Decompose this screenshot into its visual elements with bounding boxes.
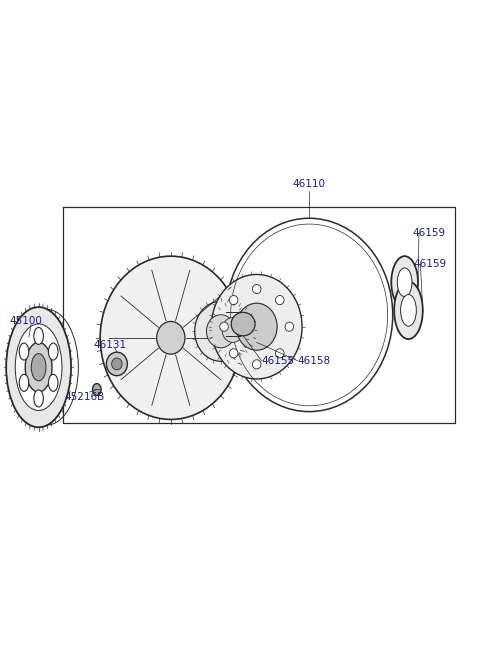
Ellipse shape <box>195 301 247 361</box>
Ellipse shape <box>211 274 302 379</box>
Text: 46155: 46155 <box>262 356 295 365</box>
Ellipse shape <box>276 295 284 304</box>
Ellipse shape <box>48 375 58 392</box>
Ellipse shape <box>206 315 235 348</box>
Ellipse shape <box>112 358 122 370</box>
Ellipse shape <box>222 318 243 342</box>
Text: 46159: 46159 <box>413 259 446 269</box>
Ellipse shape <box>31 354 46 381</box>
Text: 46158: 46158 <box>297 356 330 365</box>
Ellipse shape <box>231 312 255 336</box>
Ellipse shape <box>211 305 254 355</box>
Ellipse shape <box>34 327 43 344</box>
Ellipse shape <box>397 268 412 297</box>
Ellipse shape <box>285 322 294 331</box>
Ellipse shape <box>394 281 423 339</box>
Ellipse shape <box>19 343 29 360</box>
Ellipse shape <box>401 295 416 326</box>
Ellipse shape <box>6 307 71 427</box>
Ellipse shape <box>236 303 277 350</box>
Ellipse shape <box>229 349 238 358</box>
Text: 45216B: 45216B <box>65 392 105 402</box>
Ellipse shape <box>226 218 393 411</box>
Ellipse shape <box>48 343 58 360</box>
Ellipse shape <box>100 256 241 419</box>
Ellipse shape <box>107 352 127 376</box>
Ellipse shape <box>391 256 418 308</box>
Ellipse shape <box>25 342 52 392</box>
Ellipse shape <box>34 390 43 407</box>
Ellipse shape <box>229 295 238 304</box>
Ellipse shape <box>276 349 284 358</box>
Text: 46131: 46131 <box>94 340 127 350</box>
Ellipse shape <box>93 384 101 396</box>
Text: 46159: 46159 <box>412 228 445 238</box>
Ellipse shape <box>156 321 185 354</box>
Text: 46110: 46110 <box>293 179 326 190</box>
Ellipse shape <box>220 322 228 331</box>
Ellipse shape <box>15 324 62 411</box>
Text: 45100: 45100 <box>10 316 43 327</box>
Ellipse shape <box>19 375 29 392</box>
Ellipse shape <box>252 359 261 369</box>
Ellipse shape <box>252 285 261 294</box>
